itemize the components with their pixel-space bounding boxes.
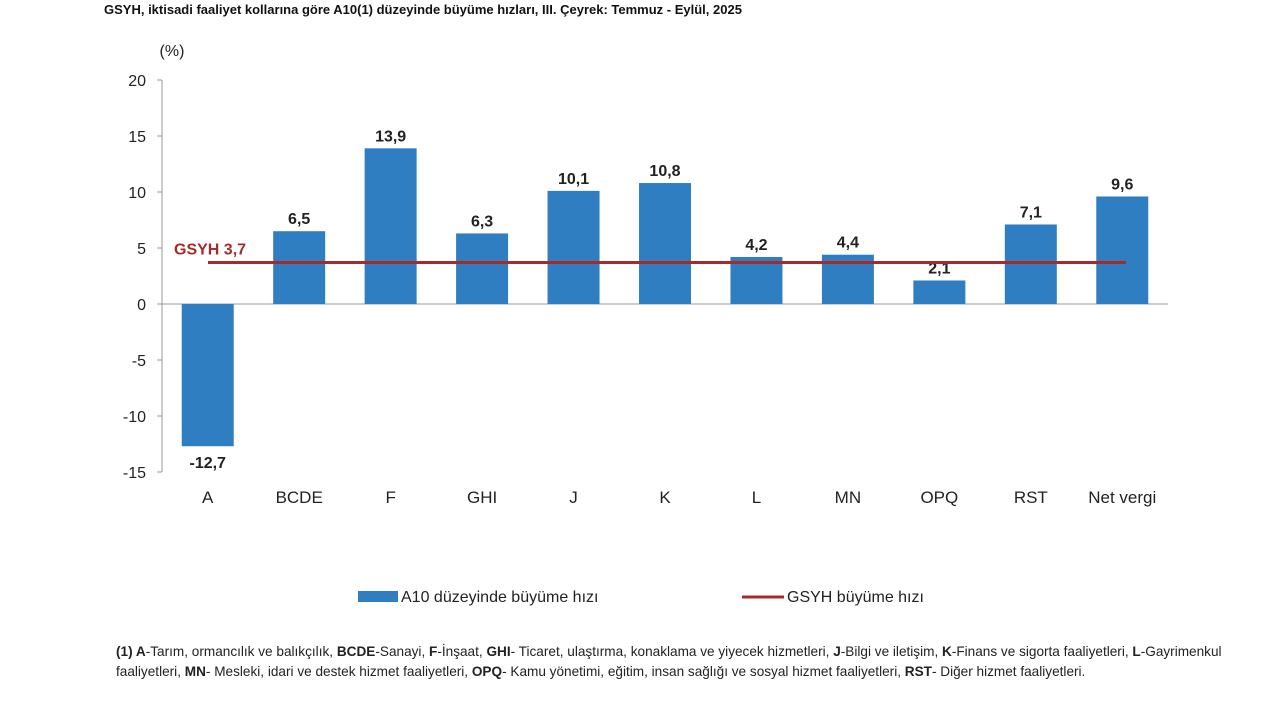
footnote-code: F <box>429 644 438 659</box>
bar-a <box>181 304 234 447</box>
gsyh-reference-label: GSYH 3,7 <box>174 242 246 259</box>
y-tick-label: 10 <box>128 185 146 202</box>
y-tick-label: -10 <box>123 409 146 426</box>
x-tick-label: K <box>659 488 671 507</box>
legend-bar-label: A10 düzeyinde büyüme hızı <box>401 589 598 606</box>
x-tick-label: GHI <box>467 488 497 507</box>
bar-value-label: 6,5 <box>288 211 310 228</box>
footnote-code: J <box>833 644 841 659</box>
x-tick-label: BCDE <box>276 488 323 507</box>
footnote: (1) A-Tarım, ormancılık ve balıkçılık, B… <box>116 642 1226 682</box>
x-tick-labels: A BCDE F GHI J K L MN OPQ RST Net vergi <box>202 488 1156 507</box>
legend-bar-swatch <box>358 591 398 602</box>
footnote-code: BCDE <box>336 644 376 659</box>
footnote-code: OPQ <box>471 664 503 679</box>
bar-value-label: 10,1 <box>558 171 589 188</box>
y-tick-label: -15 <box>123 465 146 482</box>
footnote-code: MN <box>184 664 206 679</box>
footnote-text: - Mesleki, idari ve destek hizmet faaliy… <box>205 664 472 679</box>
bar-value-label: 6,3 <box>471 213 493 230</box>
bar-value-label: 13,9 <box>375 128 406 145</box>
x-tick-label: A <box>202 488 214 507</box>
bar-bcde <box>273 231 326 304</box>
y-tick-label: 0 <box>137 297 146 314</box>
x-tick-label: MN <box>835 488 861 507</box>
y-tick-label: 5 <box>137 241 146 258</box>
footnote-code: RST <box>904 664 932 679</box>
bar-chart: (%) 20 15 10 5 0 -5 -10 -15 -12,7 6,5 13,9 6,3 10,1… <box>123 43 1168 606</box>
bar-l <box>730 256 783 304</box>
y-tick-label: 20 <box>128 73 146 90</box>
x-tick-label: RST <box>1014 488 1048 507</box>
footnote-code: A <box>135 644 146 659</box>
bar-value-label: 7,1 <box>1020 204 1042 221</box>
footnote-text: -Tarım, ormancılık ve balıkçılık, <box>145 644 337 659</box>
footnote-code: GHI <box>486 644 511 659</box>
x-tick-label: L <box>752 488 761 507</box>
bar-value-label: 4,4 <box>837 235 859 252</box>
reference-line-group: GSYH 3,7 <box>174 242 1126 265</box>
bar-net-vergi <box>1096 196 1149 304</box>
legend-line-label: GSYH büyüme hızı <box>787 589 924 606</box>
footnote-code: K <box>942 644 952 659</box>
bar-f <box>364 148 417 304</box>
x-tick-label: OPQ <box>920 488 958 507</box>
bar-j <box>547 190 600 304</box>
bar-value-label: 4,2 <box>745 237 767 254</box>
bar-rst <box>1004 224 1057 304</box>
footnote-text: - Kamu yönetimi, eğitim, insan sağlığı v… <box>502 664 905 679</box>
footnote-text: - Diğer hizmet faaliyetleri. <box>931 664 1086 679</box>
footnote-text: -Finans ve sigorta faaliyetleri, <box>951 644 1133 659</box>
y-tick-label: 15 <box>128 129 146 146</box>
footnote-code: L <box>1132 644 1141 659</box>
footnote-text: -Bilgi ve iletişim, <box>840 644 942 659</box>
footnote-text: -Sanayi, <box>375 644 430 659</box>
bar-opq <box>913 280 966 304</box>
y-tick-label: -5 <box>132 353 146 370</box>
bar-value-label: 2,1 <box>928 260 950 277</box>
x-tick-label: J <box>569 488 578 507</box>
x-tick-label: F <box>385 488 395 507</box>
y-axis-label: (%) <box>160 43 185 60</box>
footnote-text: -Gayrimenkul faaliyetleri, <box>116 644 1222 679</box>
footnote-prefix: (1) <box>116 644 136 659</box>
chart-title: GSYH, iktisadi faaliyet kollarına göre A… <box>104 2 742 17</box>
footnote-text: - Ticaret, ulaştırma, konaklama ve yiyec… <box>510 644 834 659</box>
bars-group <box>181 148 1149 447</box>
bar-value-label: -12,7 <box>189 455 226 472</box>
legend: A10 düzeyinde büyüme hızı GSYH büyüme hız… <box>358 589 924 606</box>
bar-value-labels: -12,7 6,5 13,9 6,3 10,1 10,8 4,2 4,4 2,1 7,1 9,6 <box>189 128 1133 472</box>
bar-ghi <box>456 233 509 304</box>
x-tick-label: Net vergi <box>1088 488 1156 507</box>
bar-value-label: 9,6 <box>1111 176 1133 193</box>
bar-k <box>639 183 691 304</box>
footnote-text: -İnşaat, <box>437 644 487 659</box>
bar-value-label: 10,8 <box>649 163 680 180</box>
